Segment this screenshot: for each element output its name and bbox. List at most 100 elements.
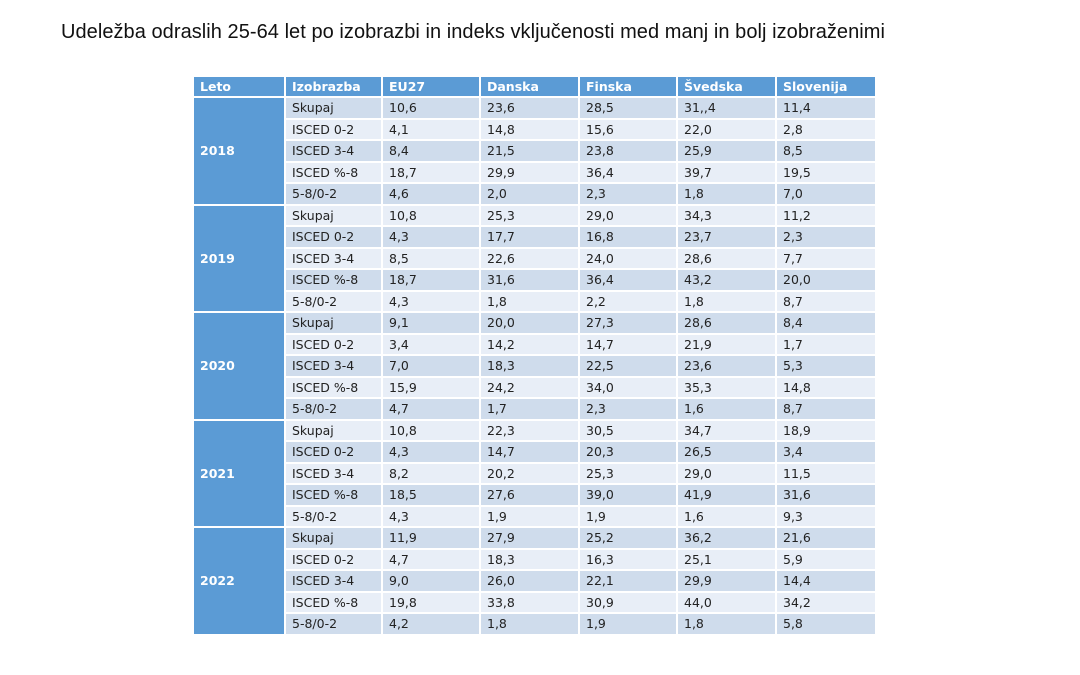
danska-cell: 29,9 [481,162,580,184]
izobrazba-cell: ISCED 0-2 [286,442,383,464]
eu27-cell: 18,7 [383,162,481,184]
table-row: ISCED 3-4 8,4 21,5 23,8 25,9 8,5 [194,141,877,163]
eu27-cell: 8,5 [383,248,481,270]
svedska-cell: 22,0 [678,119,777,141]
danska-cell: 1,9 [481,506,580,528]
table-row: ISCED %-8 18,7 29,9 36,4 39,7 19,5 [194,162,877,184]
svedska-cell: 25,1 [678,549,777,571]
izobrazba-cell: 5-8/0-2 [286,614,383,636]
finska-cell: 29,0 [580,205,678,227]
finska-cell: 30,9 [580,592,678,614]
izobrazba-cell: Skupaj [286,528,383,550]
slovenija-cell: 31,6 [777,485,877,507]
svedska-cell: 28,6 [678,248,777,270]
izobrazba-cell: ISCED 0-2 [286,334,383,356]
izobrazba-cell: Skupaj [286,205,383,227]
eu27-cell: 4,7 [383,399,481,421]
finska-cell: 25,2 [580,528,678,550]
finska-cell: 2,3 [580,184,678,206]
svedska-cell: 28,6 [678,313,777,335]
danska-cell: 17,7 [481,227,580,249]
eu27-cell: 8,4 [383,141,481,163]
izobrazba-cell: ISCED 3-4 [286,463,383,485]
eu27-cell: 4,3 [383,442,481,464]
svedska-cell: 1,6 [678,399,777,421]
svedska-cell: 29,0 [678,463,777,485]
table-row: ISCED 3-4 7,0 18,3 22,5 23,6 5,3 [194,356,877,378]
slovenija-cell: 5,9 [777,549,877,571]
izobrazba-cell: Skupaj [286,313,383,335]
svedska-cell: 29,9 [678,571,777,593]
eu27-cell: 10,8 [383,205,481,227]
danska-cell: 22,6 [481,248,580,270]
table-row: 5-8/0-2 4,2 1,8 1,9 1,8 5,8 [194,614,877,636]
izobrazba-cell: Skupaj [286,420,383,442]
slovenija-cell: 2,8 [777,119,877,141]
danska-cell: 18,3 [481,549,580,571]
slovenija-cell: 8,5 [777,141,877,163]
eu27-cell: 4,3 [383,291,481,313]
slovenija-cell: 21,6 [777,528,877,550]
finska-cell: 1,9 [580,506,678,528]
svedska-cell: 35,3 [678,377,777,399]
eu27-cell: 18,7 [383,270,481,292]
slovenija-cell: 5,3 [777,356,877,378]
danska-cell: 22,3 [481,420,580,442]
izobrazba-cell: ISCED 0-2 [286,227,383,249]
finska-cell: 22,5 [580,356,678,378]
finska-cell: 20,3 [580,442,678,464]
slovenija-cell: 1,7 [777,334,877,356]
danska-cell: 1,8 [481,614,580,636]
finska-cell: 2,3 [580,399,678,421]
danska-cell: 24,2 [481,377,580,399]
eu27-cell: 4,2 [383,614,481,636]
eu27-cell: 8,2 [383,463,481,485]
header-eu27: EU27 [383,77,481,98]
slovenija-cell: 20,0 [777,270,877,292]
header-izobrazba: Izobrazba [286,77,383,98]
slovenija-cell: 11,2 [777,205,877,227]
slovenija-cell: 7,7 [777,248,877,270]
izobrazba-cell: ISCED %-8 [286,485,383,507]
danska-cell: 1,7 [481,399,580,421]
svedska-cell: 1,6 [678,506,777,528]
table-row: 2020 Skupaj 9,1 20,0 27,3 28,6 8,4 [194,313,877,421]
table-header-row: Leto Izobrazba EU27 Danska Finska Švedsk… [194,77,877,98]
svedska-cell: 1,8 [678,614,777,636]
izobrazba-cell: 5-8/0-2 [286,291,383,313]
danska-cell: 14,2 [481,334,580,356]
slovenija-cell: 18,9 [777,420,877,442]
table-body: 2018 Skupaj 10,6 23,6 28,5 31,,4 11,4 ISCED 0-2… [194,98,877,636]
finska-cell: 1,9 [580,614,678,636]
finska-cell: 27,3 [580,313,678,335]
izobrazba-cell: ISCED %-8 [286,270,383,292]
eu27-cell: 15,9 [383,377,481,399]
svedska-cell: 34,3 [678,205,777,227]
eu27-cell: 4,3 [383,227,481,249]
table-row: ISCED %-8 19,8 33,8 30,9 44,0 34,2 [194,592,877,614]
danska-cell: 25,3 [481,205,580,227]
danska-cell: 27,6 [481,485,580,507]
danska-cell: 2,0 [481,184,580,206]
izobrazba-cell: 5-8/0-2 [286,506,383,528]
izobrazba-cell: ISCED 3-4 [286,571,383,593]
slovenija-cell: 2,3 [777,227,877,249]
slovenija-cell: 3,4 [777,442,877,464]
finska-cell: 16,3 [580,549,678,571]
finska-cell: 39,0 [580,485,678,507]
svedska-cell: 23,6 [678,356,777,378]
slovenija-cell: 34,2 [777,592,877,614]
eu27-cell: 10,8 [383,420,481,442]
danska-cell: 26,0 [481,571,580,593]
page-title: Udeležba odraslih 25-64 let po izobrazbi… [61,21,885,43]
svedska-cell: 25,9 [678,141,777,163]
slovenija-cell: 8,7 [777,399,877,421]
danska-cell: 14,7 [481,442,580,464]
slovenija-cell: 8,7 [777,291,877,313]
izobrazba-cell: ISCED 3-4 [286,356,383,378]
slovenija-cell: 11,4 [777,98,877,120]
participation-table: Leto Izobrazba EU27 Danska Finska Švedsk… [194,77,877,636]
header-leto: Leto [194,77,286,98]
table-row: 5-8/0-2 4,6 2,0 2,3 1,8 7,0 [194,184,877,206]
header-danska: Danska [481,77,580,98]
